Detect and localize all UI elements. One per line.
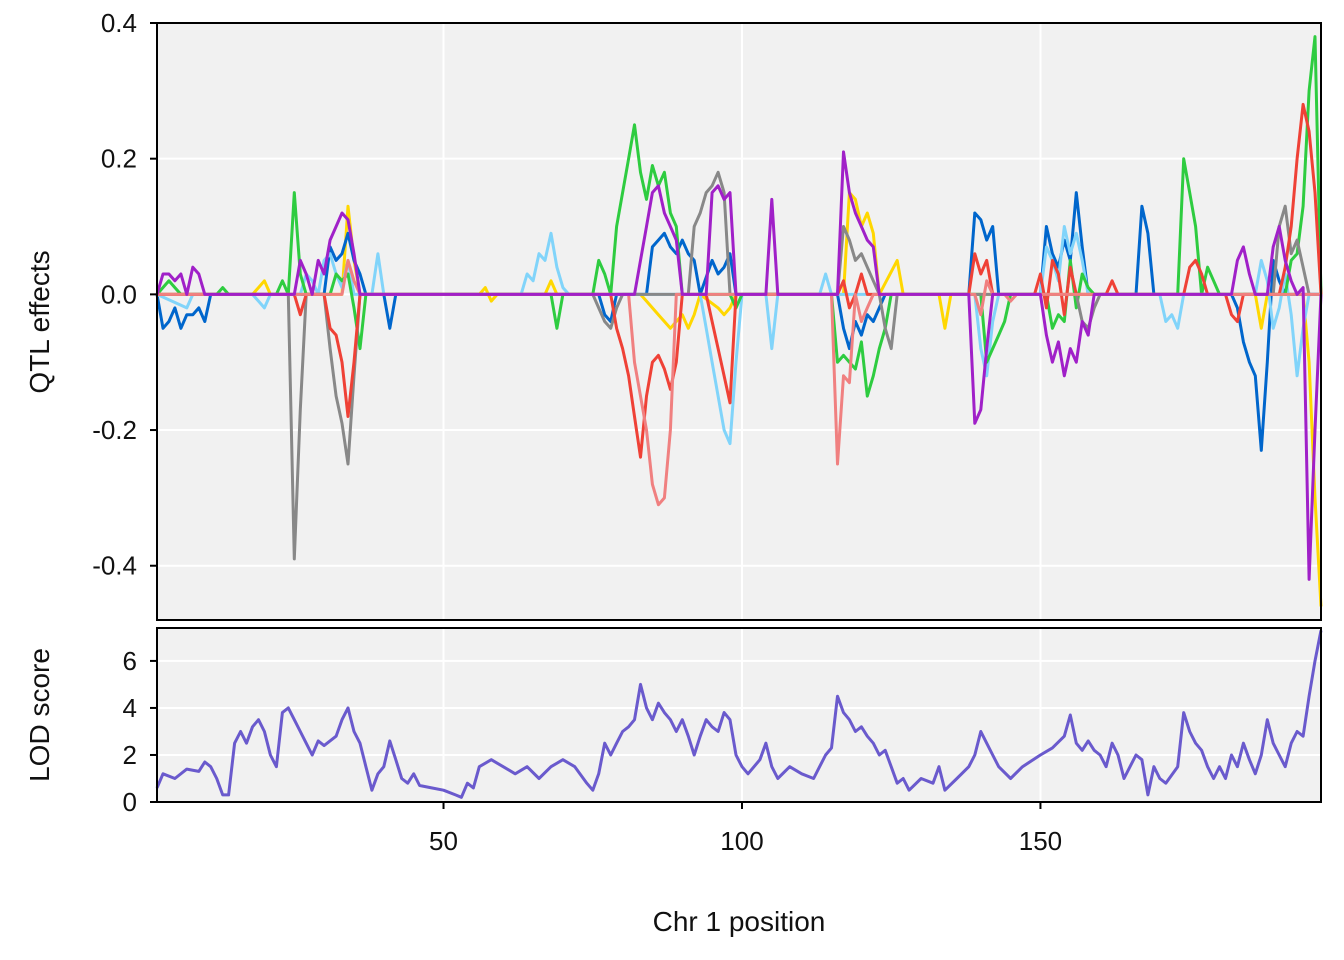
lod-y-tick-label: 0 <box>123 787 137 817</box>
lod-panel-frame <box>156 627 1322 803</box>
lod-y-tick-label: 4 <box>123 693 137 723</box>
effects-series-line-4 <box>157 170 1321 561</box>
x-axis-title: Chr 1 position <box>653 906 826 937</box>
x-tick-label: 150 <box>1019 826 1062 856</box>
effects-y-tick-label: 0.2 <box>101 144 137 174</box>
effects-series-line-7 <box>155 150 1323 581</box>
effects-y-axis-title: QTL effects <box>24 250 55 393</box>
lod-y-axis-title: LOD score <box>24 648 55 782</box>
x-tick-labels: 50 100 150 <box>429 802 1062 856</box>
lod-panel-background <box>157 628 1321 802</box>
lod-series-line-0 <box>155 630 1323 799</box>
effects-panel-frame <box>156 22 1322 621</box>
effects-series-group <box>155 35 1323 607</box>
effects-y-tick-label: 0.4 <box>101 8 137 38</box>
effects-y-tick-label: 0.0 <box>101 279 137 309</box>
x-tick-label: 50 <box>429 826 458 856</box>
lod-y-tick-labels: 6 4 2 0 <box>123 646 157 817</box>
x-tick-label: 100 <box>720 826 763 856</box>
lod-series-group <box>155 630 1323 799</box>
effects-y-tick-label: -0.2 <box>92 415 137 445</box>
lod-y-tick-label: 2 <box>123 740 137 770</box>
effects-y-tick-label: -0.4 <box>92 551 137 581</box>
effects-y-tick-labels: 0.4 0.2 0.0 -0.2 -0.4 <box>92 8 157 581</box>
lod-y-tick-label: 6 <box>123 646 137 676</box>
